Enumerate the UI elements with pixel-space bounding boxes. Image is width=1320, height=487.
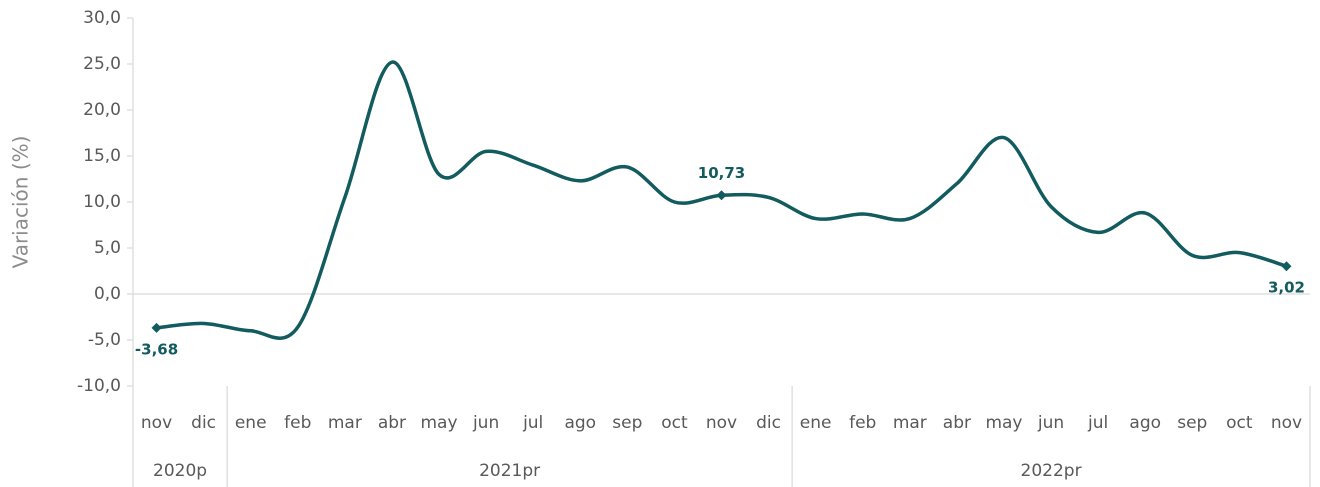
x-tick-label: sep (1177, 413, 1207, 433)
y-axis-label: Variación (%) (9, 136, 33, 269)
x-tick-label: mar (893, 413, 927, 433)
y-tick-label: 20,0 (83, 100, 121, 120)
x-tick-label: jun (1037, 413, 1064, 433)
x-tick-label: mar (328, 413, 362, 433)
x-tick-label: jul (1087, 413, 1108, 433)
group-label: 2020p (153, 461, 207, 481)
y-tick-label: -10,0 (77, 376, 121, 396)
x-tick-label: jun (472, 413, 499, 433)
data-label: 10,73 (698, 164, 745, 182)
group-label: 2022pr (1021, 461, 1082, 481)
data-label: -3,68 (135, 340, 178, 358)
x-tick-label: may (420, 413, 457, 433)
y-tick-label: 15,0 (83, 146, 121, 166)
y-tick-label: 30,0 (83, 8, 121, 28)
x-tick-label: dic (191, 413, 216, 433)
x-tick-label: nov (141, 413, 172, 433)
y-tick-label: 25,0 (83, 54, 121, 74)
y-tick-label: 5,0 (94, 238, 121, 258)
y-tick-label: -5,0 (88, 330, 121, 350)
group-label: 2021pr (479, 461, 540, 481)
x-tick-label: jul (522, 413, 543, 433)
y-tick-label: 0,0 (94, 284, 121, 304)
marker (151, 322, 162, 333)
x-tick-label: nov (1271, 413, 1302, 433)
x-tick-label: ago (564, 413, 596, 433)
x-tick-label: may (985, 413, 1022, 433)
marker (1281, 261, 1292, 272)
data-label: 3,02 (1268, 279, 1305, 297)
x-tick-label: feb (849, 413, 876, 433)
x-tick-label: nov (706, 413, 737, 433)
x-tick-label: sep (612, 413, 642, 433)
x-tick-label: oct (661, 413, 688, 433)
x-tick-label: ene (800, 413, 832, 433)
x-tick-label: oct (1226, 413, 1253, 433)
x-tick-label: abr (943, 413, 971, 433)
x-tick-label: feb (284, 413, 311, 433)
y-tick-label: 10,0 (83, 192, 121, 212)
x-tick-label: ene (235, 413, 267, 433)
line (156, 60, 1287, 340)
marker (716, 190, 727, 201)
x-tick-label: abr (378, 413, 406, 433)
x-tick-label: ago (1129, 413, 1161, 433)
x-tick-label: dic (756, 413, 781, 433)
